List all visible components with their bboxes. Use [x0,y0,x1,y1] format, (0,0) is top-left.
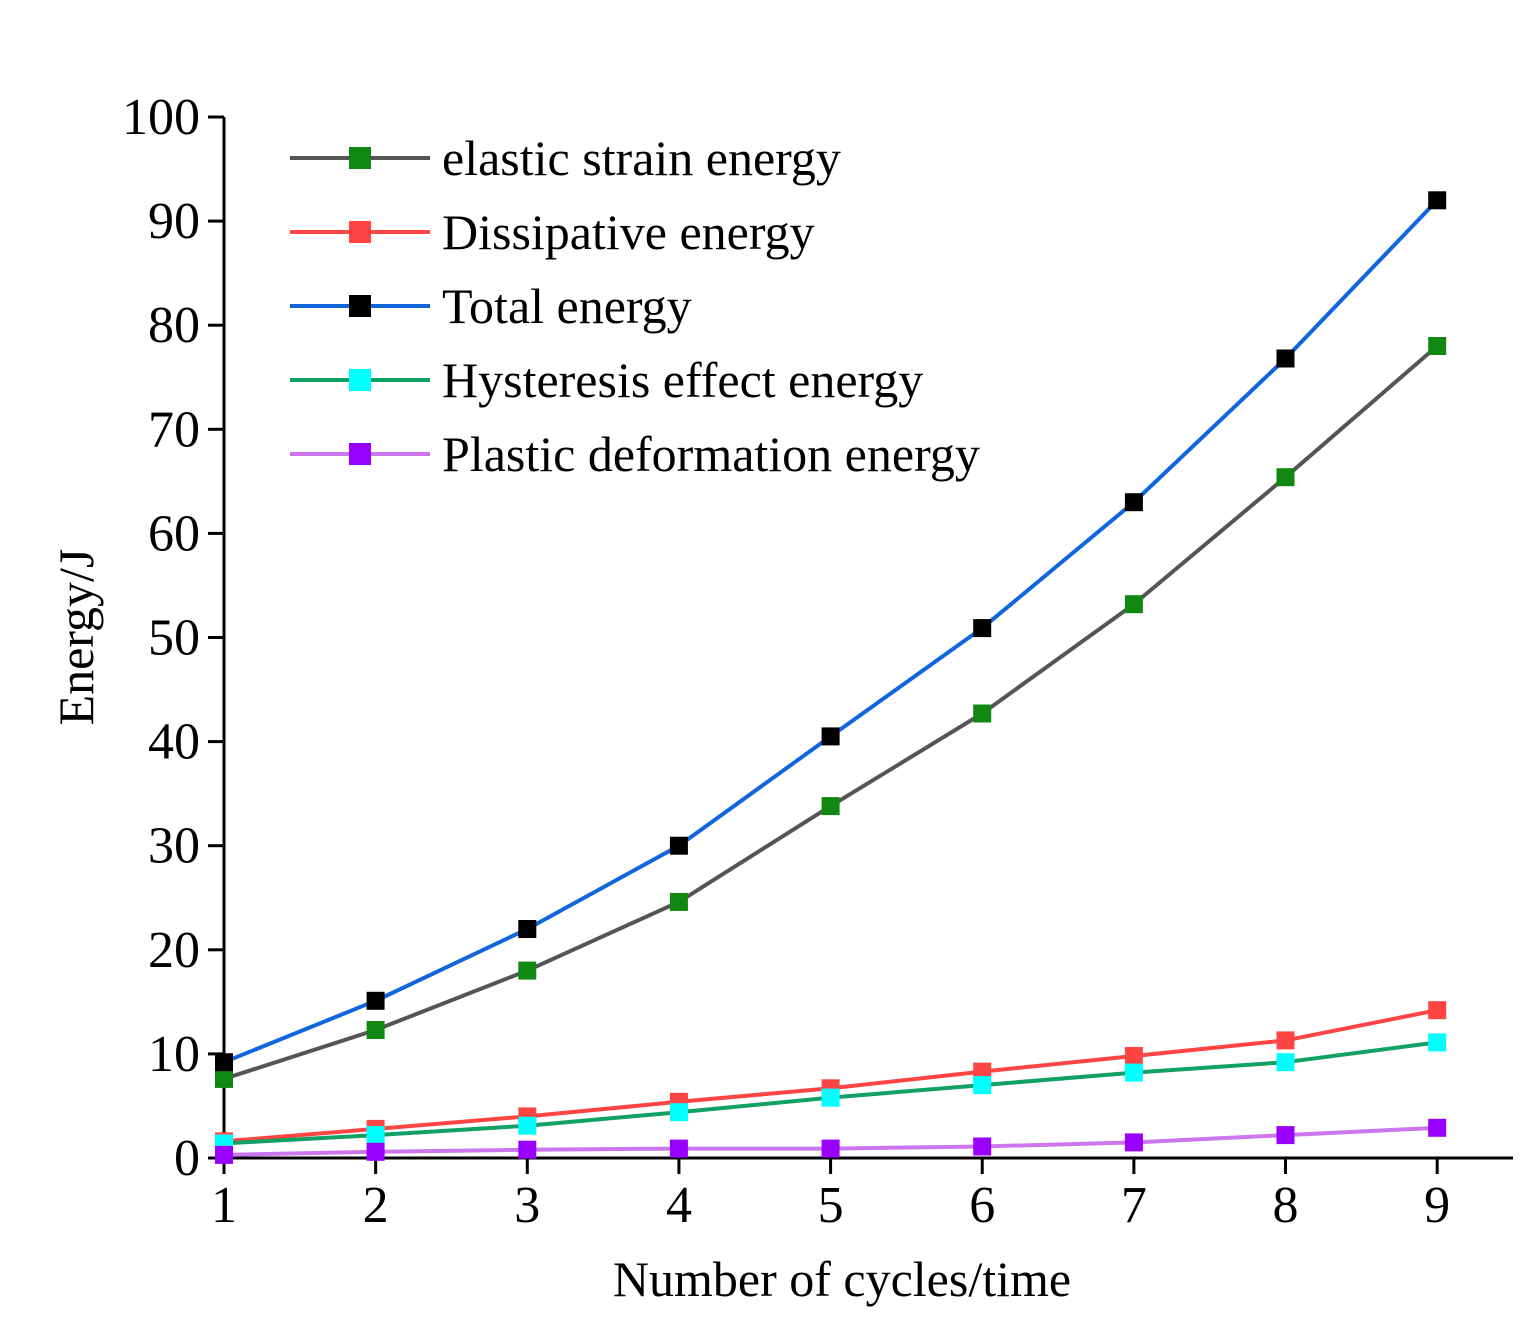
x-tick-label: 1 [211,1177,237,1234]
series-0-point-4 [821,797,840,816]
x-ticks: 1 2 3 4 5 6 7 8 9 [211,1158,1450,1234]
x-tick-label: 6 [969,1177,995,1234]
series-4-point-3 [669,1139,688,1158]
series-3-point-4 [821,1088,840,1107]
series-2-point-5 [973,619,992,638]
legend-label-1: Dissipative energy [442,204,815,260]
y-tick-label: 100 [122,89,200,146]
series-4-point-8 [1428,1118,1447,1137]
series-2-point-1 [366,991,385,1010]
y-tick-label: 30 [148,818,200,875]
series-1-point-8 [1428,1001,1447,1020]
series-0-point-6 [1124,595,1143,614]
series-0-point-5 [973,704,992,723]
y-tick-label: 40 [148,714,200,771]
y-tick-label: 50 [148,610,200,667]
series-2-point-7 [1276,349,1295,368]
series-lines [223,198,1439,1157]
x-tick-label: 3 [514,1177,540,1234]
series-4-point-5 [973,1137,992,1156]
legend-marker-1 [349,221,371,243]
legend-marker-2 [349,295,371,317]
series-3-point-8 [1428,1033,1447,1052]
series-2-point-8 [1428,191,1447,210]
series-4-point-1 [366,1142,385,1161]
legend-label-2: Total energy [442,278,692,334]
legend-label-0: elastic strain energy [442,130,841,186]
x-tick-label: 7 [1121,1177,1147,1234]
y-tick-label: 60 [148,505,200,562]
x-axis-title: Number of cycles/time [613,1251,1071,1307]
x-tick-label: 5 [818,1177,844,1234]
y-tick-label: 20 [148,922,200,979]
series-3-point-3 [669,1103,688,1122]
series-2-point-3 [669,836,688,855]
series-4-point-7 [1276,1126,1295,1145]
y-axis-title: Energy/J [48,549,104,726]
y-tick-label: 0 [174,1130,200,1187]
series-0-point-3 [669,892,688,911]
series-3-point-6 [1124,1063,1143,1082]
series-0-point-2 [518,961,537,980]
series-3-point-2 [518,1116,537,1135]
x-tick-label: 8 [1273,1177,1299,1234]
y-tick-label: 70 [148,401,200,458]
series-0-point-0 [215,1069,233,1088]
legend-marker-0 [349,147,371,169]
series-markers [215,191,1447,1164]
x-tick-label: 9 [1424,1177,1450,1234]
series-1-point-6 [1124,1047,1143,1065]
series-4-point-2 [518,1140,537,1159]
y-ticks: 0 10 20 30 40 50 60 70 80 90 100 [122,89,224,1187]
y-tick-label: 10 [148,1026,200,1083]
series-4-point-4 [821,1139,840,1158]
axes [222,117,1513,1160]
series-3-point-5 [973,1076,992,1095]
series-4-point-6 [1124,1133,1143,1152]
series-0-point-8 [1428,337,1447,355]
legend-label-3: Hysteresis effect energy [442,352,923,408]
legend-marker-3 [349,369,371,391]
series-2-point-2 [518,920,537,938]
x-tick-label: 4 [666,1177,692,1234]
legend-marker-4 [349,443,371,465]
series-4-point-0 [215,1145,233,1164]
series-line-1 [223,1008,1438,1144]
series-3-point-1 [366,1126,385,1145]
x-tick-label: 2 [363,1177,389,1234]
series-0-point-1 [366,1021,385,1039]
y-tick-label: 90 [148,193,200,250]
series-2-point-0 [215,1053,233,1072]
series-1-point-7 [1276,1031,1295,1050]
y-tick-label: 80 [148,297,200,354]
series-0-point-7 [1276,468,1295,487]
series-3-point-7 [1276,1053,1295,1072]
legend: elastic strain energy Dissipative energy T… [290,130,980,482]
legend-label-4: Plastic deformation energy [442,426,980,482]
series-2-point-4 [821,727,840,746]
series-2-point-6 [1124,493,1143,512]
series-line-2 [223,198,1439,1065]
